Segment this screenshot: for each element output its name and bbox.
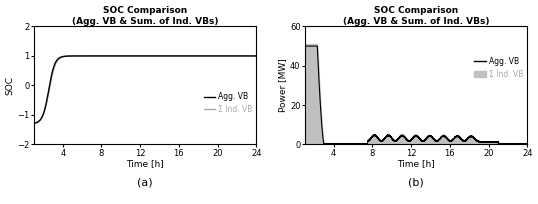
Line: Agg. VB: Agg. VB (305, 46, 527, 144)
Text: (b): (b) (408, 177, 424, 187)
Agg. VB (524, 143, 530, 145)
Legend: Agg. VB, Σ Ind. VB: Agg. VB, Σ Ind. VB (203, 92, 252, 114)
Y-axis label: SOC: SOC (5, 76, 15, 95)
X-axis label: Time [h]: Time [h] (126, 159, 164, 168)
Y-axis label: Power [MW]: Power [MW] (278, 59, 287, 112)
Agg. VB (386, 135, 393, 137)
Agg. VB (301, 45, 308, 47)
Title: SOC Comparison
(Agg. VB & Sum. of Ind. VBs): SOC Comparison (Agg. VB & Sum. of Ind. V… (72, 6, 218, 26)
Agg. VB (342, 142, 349, 145)
Agg. VB (484, 141, 491, 144)
Agg. VB (321, 143, 327, 146)
Text: (a): (a) (137, 177, 153, 187)
Title: SOC Comparison
(Agg. VB & Sum. of Ind. VBs): SOC Comparison (Agg. VB & Sum. of Ind. V… (343, 6, 489, 26)
X-axis label: Time [h]: Time [h] (397, 159, 435, 168)
Agg. VB (446, 139, 452, 142)
Legend: Agg. VB, Σ Ind. VB: Agg. VB, Σ Ind. VB (475, 57, 523, 79)
Agg. VB (468, 135, 474, 138)
Agg. VB (435, 140, 441, 142)
